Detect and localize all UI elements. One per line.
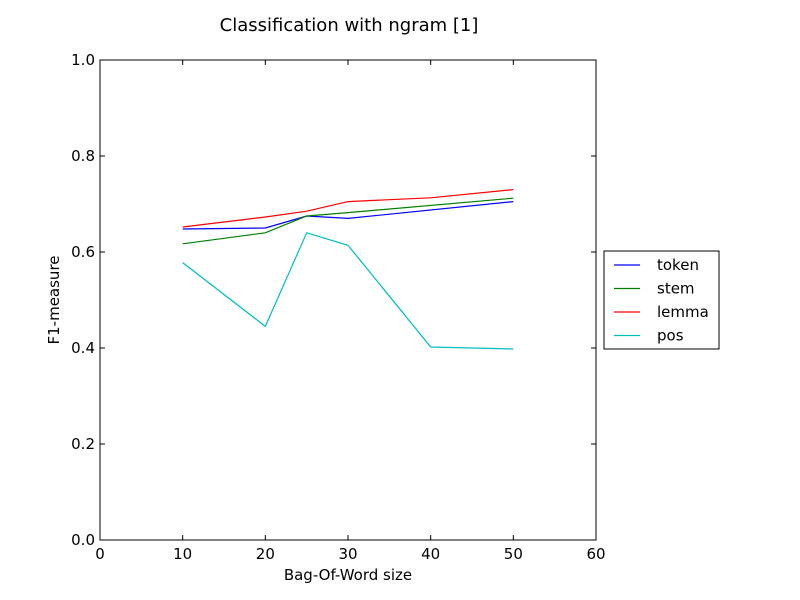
x-tick-label: 50 — [504, 545, 523, 563]
legend-label-lemma: lemma — [657, 303, 709, 321]
y-tick-label: 0.2 — [71, 435, 95, 453]
x-tick-label: 40 — [421, 545, 440, 563]
legend: token stem lemma pos — [603, 250, 720, 350]
series-line-stem — [182, 197, 514, 245]
x-tick-label: 30 — [338, 545, 357, 563]
legend-label-pos: pos — [657, 327, 684, 345]
x-tick-label: 10 — [173, 545, 192, 563]
x-axis-label: Bag-Of-Word size — [284, 566, 412, 584]
x-tick-label: 60 — [586, 545, 605, 563]
y-tick-label: 0.8 — [71, 147, 95, 165]
legend-box — [603, 250, 720, 350]
y-axis-label: F1-measure — [45, 255, 63, 344]
chart-title: Classification with ngram [1] — [220, 15, 479, 36]
series-line-lemma — [182, 189, 514, 228]
y-tick-label: 1.0 — [71, 51, 95, 69]
axis-ticks: 0 10 20 30 40 50 60 0.0 0.2 0.4 0.6 0.8 1.0 — [71, 51, 605, 563]
x-tick-label: 20 — [256, 545, 275, 563]
legend-label-stem: stem — [657, 280, 695, 298]
legend-label-token: token — [657, 256, 699, 274]
plot-area-frame — [99, 59, 597, 541]
x-tick-label: 0 — [95, 545, 105, 563]
series-line-pos — [182, 232, 514, 350]
series-line-token — [182, 201, 514, 230]
y-tick-label: 0.4 — [71, 339, 95, 357]
series-lines — [182, 189, 514, 350]
y-tick-label: 0.0 — [71, 531, 95, 549]
y-tick-label: 0.6 — [71, 243, 95, 261]
